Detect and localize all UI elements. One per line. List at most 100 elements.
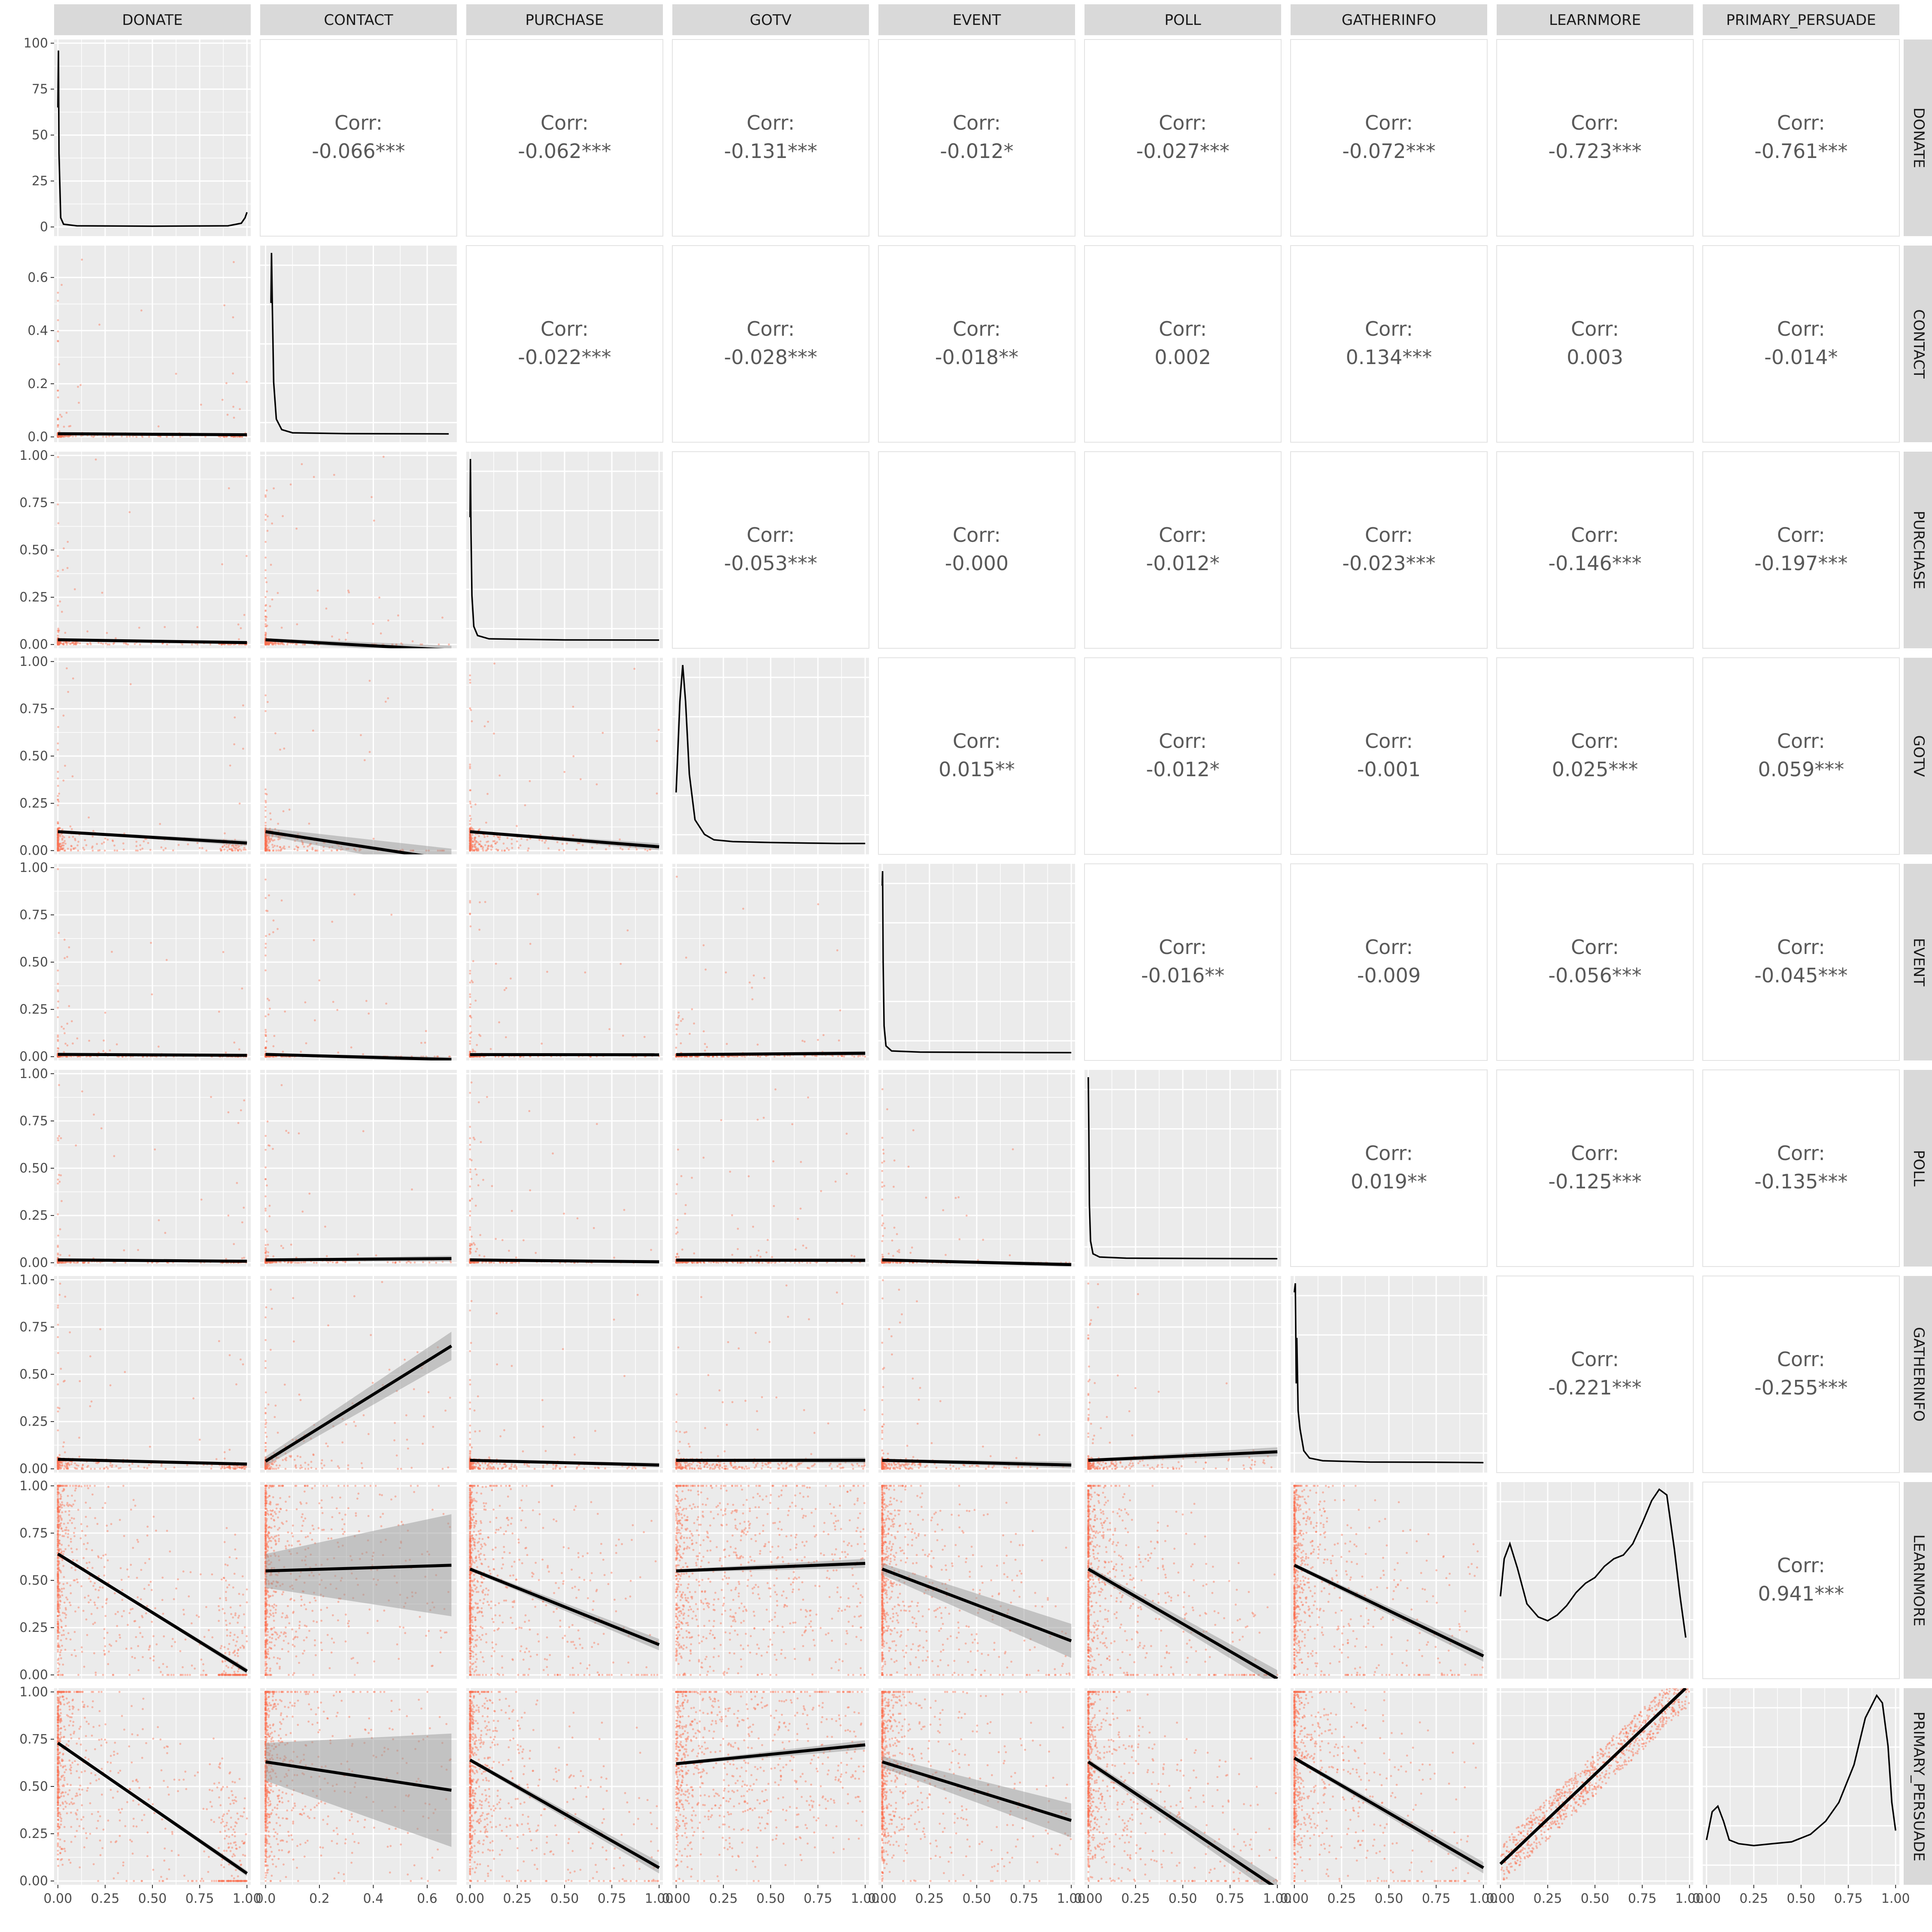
- corr-label: Corr:: [1365, 729, 1413, 753]
- confidence-ribbon: [265, 828, 452, 854]
- y-tick-label: 0.75: [19, 1732, 48, 1747]
- y-tick-label: 0.25: [19, 1414, 48, 1429]
- panel-contact-event: Corr: -0.018**: [878, 245, 1075, 443]
- corr-label: Corr:: [1777, 317, 1825, 340]
- corr-label: Corr:: [747, 523, 795, 547]
- regression-line: [469, 1567, 660, 1646]
- regression-line: [1294, 1756, 1484, 1869]
- corr-panel-bg: [1084, 245, 1282, 443]
- x-tick-label: 0.75: [1628, 1891, 1657, 1906]
- corr-panel-bg: [1496, 1069, 1694, 1267]
- corr-value: 0.059***: [1758, 758, 1844, 781]
- corr-panel-bg: [672, 451, 869, 649]
- corr-label: Corr:: [1777, 111, 1825, 134]
- panel-event-poll: Corr: -0.016**: [1084, 863, 1282, 1061]
- panel-learnmore-event: [878, 1482, 1075, 1679]
- strip-label-top: PRIMARY_PERSUADE: [1726, 12, 1876, 29]
- corr-label: Corr:: [1365, 936, 1413, 959]
- x-tick-label: 0.50: [963, 1891, 991, 1906]
- y-tick-label: 0.25: [19, 1208, 48, 1223]
- corr-value: 0.941***: [1758, 1582, 1844, 1605]
- corr-value: -0.027***: [1136, 140, 1229, 163]
- y-tick-label: 0.50: [19, 955, 48, 970]
- panel-primary_persuade-event: 0.00 0.25 0.50 0.75 1.00: [868, 1688, 1086, 1906]
- corr-label: Corr:: [1365, 523, 1413, 547]
- panel-gatherinfo-donate: 0.00 0.25 0.50 0.75 1.00: [19, 1273, 251, 1476]
- corr-value: -0.125***: [1548, 1170, 1641, 1193]
- scatter-points: [1500, 1688, 1690, 1881]
- corr-panel-bg: [1496, 245, 1694, 443]
- corr-value: 0.019**: [1351, 1170, 1427, 1193]
- panel-gotv-event: Corr: 0.015**: [878, 657, 1075, 855]
- x-tick-label: 1.00: [645, 1891, 674, 1906]
- panel-gatherinfo-poll: [1084, 1276, 1281, 1473]
- corr-value: -0.028***: [724, 346, 817, 369]
- y-tick-label: 0.00: [19, 843, 48, 858]
- corr-label: Corr:: [1571, 936, 1619, 959]
- corr-panel-bg: [1496, 1276, 1694, 1473]
- regression-line: [264, 1344, 453, 1463]
- panel-gatherinfo-primary_persuade: Corr: -0.255***: [1702, 1276, 1900, 1473]
- panel-gotv-poll: Corr: -0.012*: [1084, 657, 1282, 855]
- strip-label-right: LEARNMORE: [1910, 1534, 1927, 1626]
- panel-gatherinfo-gotv: [672, 1276, 869, 1473]
- scatter-points: [57, 1691, 248, 1882]
- panel-learnmore-learnmore: [1497, 1482, 1693, 1679]
- strip-right-gatherinfo: [1904, 1276, 1932, 1473]
- corr-panel-bg: [1084, 657, 1282, 855]
- panel-gatherinfo-learnmore: Corr: -0.221***: [1496, 1276, 1694, 1473]
- regression-line: [265, 1053, 452, 1060]
- corr-panel-bg: [1496, 863, 1694, 1061]
- strip-top-learnmore: [1497, 4, 1693, 35]
- panel-purchase-primary_persuade: Corr: -0.197***: [1702, 451, 1900, 649]
- corr-value: -0.018**: [935, 346, 1018, 369]
- corr-value: -0.012*: [1146, 552, 1219, 575]
- y-tick-label: 1.00: [19, 1273, 48, 1288]
- corr-value: -0.072***: [1342, 140, 1435, 163]
- panel-event-contact: [260, 864, 457, 1060]
- y-tick-label: 0.75: [19, 1320, 48, 1335]
- x-tick-label: 0.25: [709, 1891, 738, 1906]
- corr-value: -0.146***: [1548, 552, 1641, 575]
- panel-event-purchase: [466, 864, 663, 1060]
- regression-line: [265, 638, 445, 648]
- density-curve: [1706, 1694, 1896, 1847]
- strip-label-right: DONATE: [1910, 107, 1927, 168]
- panel-donate-gotv: Corr: -0.131***: [672, 39, 869, 237]
- corr-label: Corr:: [747, 111, 795, 134]
- corr-value: -0.012*: [940, 140, 1013, 163]
- x-tick-label: 0.25: [91, 1891, 120, 1906]
- strip-label-right: CONTACT: [1910, 309, 1927, 378]
- y-tick-label: 0.25: [19, 796, 48, 811]
- regression-line: [1088, 1450, 1278, 1462]
- corr-value: 0.003: [1567, 346, 1623, 369]
- corr-panel-bg: [466, 245, 663, 443]
- corr-value: -0.000: [945, 552, 1009, 575]
- corr-panel-bg: [260, 39, 457, 237]
- x-tick-label: 0.50: [138, 1891, 167, 1906]
- strip-right-contact: [1904, 246, 1932, 442]
- corr-value: -0.761***: [1754, 140, 1847, 163]
- strip-label-top: POLL: [1164, 12, 1201, 29]
- panel-learnmore-poll: [1084, 1482, 1281, 1679]
- y-tick-label: 0.50: [19, 1779, 48, 1794]
- x-tick-label: 0.75: [804, 1891, 832, 1906]
- y-tick-label: 1.00: [19, 448, 48, 463]
- corr-label: Corr:: [1365, 111, 1413, 134]
- corr-label: Corr:: [1571, 523, 1619, 547]
- scatter-points: [881, 1485, 1071, 1676]
- corr-panel-bg: [1084, 39, 1282, 237]
- x-tick-label: 0.50: [1169, 1891, 1197, 1906]
- corr-label: Corr:: [334, 111, 383, 134]
- regression-line: [882, 1458, 1072, 1467]
- corr-panel-bg: [1702, 245, 1900, 443]
- strip-top-donate: [54, 4, 251, 35]
- panel-donate-primary_persuade: Corr: -0.761***: [1702, 39, 1900, 237]
- corr-panel-bg: [1290, 863, 1488, 1061]
- regression-line: [676, 1743, 866, 1765]
- panel-purchase-event: Corr: -0.000: [878, 451, 1075, 649]
- corr-panel-bg: [1290, 39, 1488, 237]
- density-curve: [1500, 1488, 1687, 1638]
- panel-contact-primary_persuade: Corr: -0.014*: [1702, 245, 1900, 443]
- strip-label-top: CONTACT: [324, 12, 393, 29]
